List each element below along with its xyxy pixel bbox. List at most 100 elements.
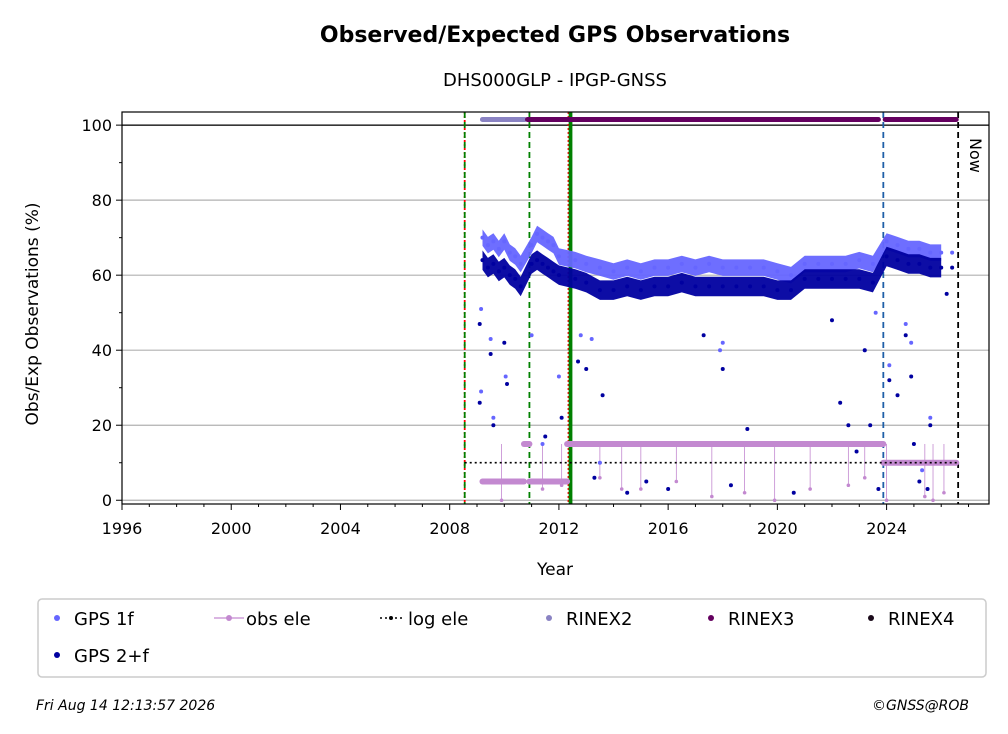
grid-lines bbox=[122, 124, 989, 501]
gps-2f-point bbox=[600, 393, 605, 398]
gps-1f-point bbox=[488, 336, 493, 341]
gps-2f-point bbox=[518, 284, 523, 289]
gps-2f-point bbox=[857, 276, 862, 281]
gps-1f-point bbox=[720, 265, 725, 270]
gps-2f-point bbox=[584, 366, 589, 371]
gps-2f-point bbox=[529, 261, 534, 266]
footer-copyright: ©GNSS@ROB bbox=[872, 698, 969, 714]
gps-2f-point bbox=[545, 265, 550, 270]
gps-2f-point bbox=[925, 486, 930, 491]
obs-ele-point bbox=[808, 487, 812, 491]
gps-1f-point bbox=[939, 250, 944, 255]
gps-1f-point bbox=[479, 306, 484, 311]
gps-2f-point bbox=[551, 269, 556, 274]
gps-1f-band bbox=[482, 225, 942, 284]
gps-1f-point bbox=[761, 265, 766, 270]
gps-1f-point bbox=[734, 265, 739, 270]
y-tick-label: 20 bbox=[92, 416, 112, 435]
gps-2f-point bbox=[843, 276, 848, 281]
gps-2f-point bbox=[748, 284, 753, 289]
obs-ele-point bbox=[598, 475, 602, 480]
gps-2f-point bbox=[505, 381, 510, 386]
gps-2f-point bbox=[693, 284, 698, 289]
y-tick-label: 80 bbox=[92, 191, 112, 210]
gps-1f-point bbox=[625, 265, 630, 270]
gps-2f-point bbox=[485, 265, 490, 270]
gps-2f-point bbox=[480, 258, 485, 263]
y-tick-label: 40 bbox=[92, 341, 112, 360]
legend-label: log ele bbox=[408, 609, 468, 630]
gps-1f-point bbox=[802, 261, 807, 266]
legend-item: GPS 2+f bbox=[54, 646, 149, 667]
gps-1f-point bbox=[584, 261, 589, 266]
gps-2f-point bbox=[895, 258, 900, 263]
obs-ele-point bbox=[931, 498, 935, 503]
gps-2f-point bbox=[928, 265, 933, 270]
gps-2f-point bbox=[625, 490, 630, 495]
obs-ele-point bbox=[862, 475, 867, 480]
gps-2f-point bbox=[745, 426, 750, 431]
legend-marker bbox=[389, 616, 393, 620]
gps-1f-point bbox=[589, 336, 594, 341]
gps-1f-point bbox=[928, 250, 933, 255]
y-tick-label: 60 bbox=[92, 266, 112, 285]
legend-marker bbox=[54, 615, 60, 621]
gps-2f-point bbox=[559, 415, 564, 420]
gps-1f-point bbox=[491, 239, 496, 244]
legend-marker bbox=[54, 652, 60, 658]
legend-label: RINEX3 bbox=[728, 609, 794, 630]
gps-1f-point bbox=[507, 250, 512, 255]
gps-1f-point bbox=[502, 239, 507, 244]
gps-1f-point bbox=[679, 261, 684, 266]
gps-2f-point bbox=[862, 348, 867, 353]
gps-2f-point bbox=[513, 276, 518, 281]
x-tick-label: 2012 bbox=[539, 519, 580, 538]
gps-2f-point bbox=[652, 284, 657, 289]
gps-2f-point bbox=[573, 276, 578, 281]
gps-2f-point bbox=[707, 284, 712, 289]
gps-2f-point bbox=[543, 434, 548, 439]
chart-subtitle: DHS000GLP - IPGP-GNSS bbox=[443, 70, 667, 91]
gps-1f-point bbox=[652, 265, 657, 270]
gps-2f-point bbox=[906, 261, 911, 266]
gps-1f-point bbox=[666, 265, 671, 270]
gps-2f-point bbox=[477, 321, 482, 326]
gps-2f-point bbox=[846, 423, 851, 428]
x-tick-label: 2004 bbox=[320, 519, 361, 538]
obs-ele-point bbox=[710, 494, 714, 499]
gps-1f-point bbox=[529, 333, 534, 338]
legend-label: obs ele bbox=[246, 609, 311, 630]
gps-1f-point bbox=[775, 269, 780, 274]
gps-2f-point bbox=[666, 284, 671, 289]
legend-marker bbox=[546, 615, 552, 621]
gps-2f-point bbox=[791, 490, 796, 495]
gps-2f-point bbox=[876, 486, 881, 491]
gps-2f-point bbox=[728, 483, 733, 488]
gps-2f-point bbox=[917, 261, 922, 266]
gps-2f-point bbox=[734, 284, 739, 289]
gps-1f-point bbox=[816, 261, 821, 266]
legend-item: obs ele bbox=[214, 609, 311, 630]
axis-ticks: 0 20 40 60 80 100 1996 2000 2004 2008 2012 2016 2020… bbox=[81, 116, 970, 538]
gps-1f-point bbox=[920, 468, 925, 473]
gps-2f-point bbox=[944, 291, 949, 296]
gps-2f-point bbox=[611, 288, 616, 293]
legend-label: GPS 1f bbox=[74, 609, 134, 630]
x-tick-label: 2008 bbox=[429, 519, 470, 538]
gps-2f-point bbox=[854, 449, 859, 454]
gps-2f-point bbox=[887, 378, 892, 383]
gps-1f-point bbox=[485, 243, 490, 248]
gps-2f-point bbox=[720, 284, 725, 289]
gps-1f-point bbox=[491, 415, 496, 420]
legend-marker bbox=[226, 615, 232, 621]
gps-2f-point bbox=[928, 423, 933, 428]
gps-2f-point bbox=[491, 261, 496, 266]
gps-1f-point bbox=[496, 246, 501, 251]
footer-timestamp: Fri Aug 14 12:13:57 2026 bbox=[36, 698, 215, 714]
gps-1f-point bbox=[857, 258, 862, 263]
obs-ele-point bbox=[884, 498, 889, 503]
gps-1f-point bbox=[529, 243, 534, 248]
gps-2f-point bbox=[502, 265, 507, 270]
obs-ele-point bbox=[942, 490, 946, 495]
gps-2f-point bbox=[917, 479, 922, 484]
